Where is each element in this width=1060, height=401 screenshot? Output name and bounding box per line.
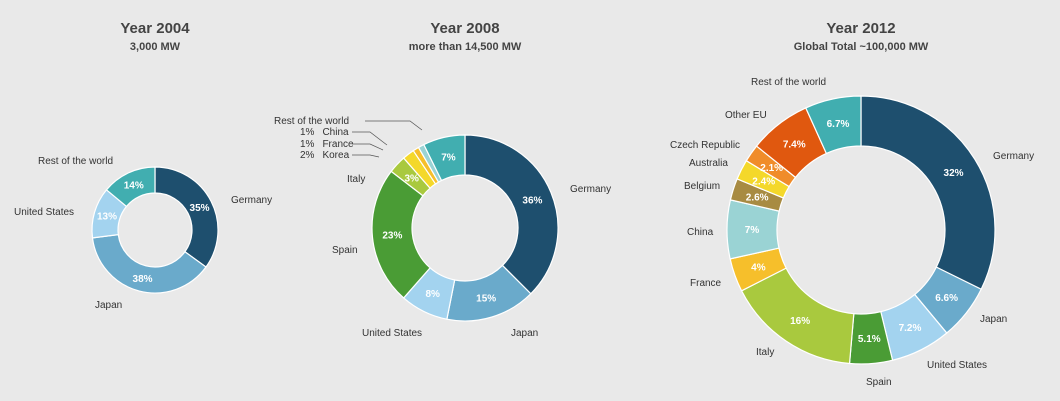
chart-2008-subtitle: more than 14,500 MW: [408, 41, 522, 53]
slice-korea-leader-line: [352, 154, 380, 158]
slice-rest-of-the-world: [804, 95, 862, 155]
slice-united-states-category-label: United States: [14, 207, 74, 218]
chart-2008-title: Year 2008: [430, 20, 500, 37]
slice-japan: [91, 233, 207, 294]
slice-china-value-label: 1%: [300, 127, 315, 138]
slice-italy-category-label: Italy: [756, 347, 774, 358]
slice-france-name: France: [322, 139, 354, 150]
slice-czech-republic-category-label: Czech Republic: [670, 140, 740, 151]
slice-italy-value-label: 3%: [404, 174, 419, 185]
slice-japan-value-label: 38%: [133, 274, 153, 285]
donut-chart-1: 36% Germany 15% Japan 8% United States 23% Spai…: [274, 116, 611, 339]
slice-japan-value-label: 6.6%: [935, 293, 958, 304]
slice-other-eu-category-label: Other EU: [725, 110, 767, 121]
slice-other-eu-value-label: 7.4%: [783, 139, 806, 150]
slice-japan-value-label: 15%: [476, 293, 496, 304]
donut-chart-2: 32% Germany 6.6% Japan 7.2% United States 5.1%…: [670, 77, 1034, 388]
slice-rest-of-the-world-category-label: Rest of the world: [751, 77, 826, 88]
slice-france-category-label: France: [690, 278, 722, 289]
slice-belgium-category-label: Belgium: [684, 181, 720, 192]
slice-united-states-category-label: United States: [927, 360, 987, 371]
chart-2012-title: Year 2012: [826, 20, 896, 37]
slice-germany-category-label: Germany: [993, 151, 1034, 162]
slice-australia-value-label: 2.4%: [752, 176, 775, 187]
slice-germany-value-label: 36%: [522, 196, 542, 207]
slice-china-leader-line: [352, 131, 388, 146]
slice-france-leader-line: [352, 143, 384, 151]
slice-italy-category-label: Italy: [347, 174, 365, 185]
chart-2004-subtitle: 3,000 MW: [129, 41, 181, 53]
slice-japan-category-label: Japan: [511, 328, 538, 339]
slice-germany-value-label: 32%: [944, 168, 964, 179]
slice-korea-value-label: 2%: [300, 150, 315, 161]
slice-france-value-label: 1%: [300, 139, 315, 150]
slice-korea-category-label: 2% Korea: [300, 150, 350, 161]
slice-belgium-value-label: 2.6%: [746, 192, 769, 203]
slice-japan-category-label: Japan: [95, 300, 122, 311]
slice-japan-category-label: Japan: [980, 314, 1007, 325]
slice-france-value-label: 4%: [751, 262, 766, 273]
slice-korea-name: Korea: [322, 150, 349, 161]
slice-rest-of-the-world-value-label: 14%: [124, 180, 144, 191]
slice-rest-of-the-world-category-label: Rest of the world: [274, 116, 349, 127]
chart-2012-subtitle: Global Total ~100,000 MW: [793, 41, 929, 53]
slice-rest-of-the-world: [423, 134, 466, 182]
slice-china-name: China: [322, 127, 349, 138]
donut-chart-0: 35% Germany 38% Japan 13% United States 14% Res…: [14, 156, 272, 311]
slice-united-states-value-label: 7.2%: [899, 323, 922, 334]
slice-france-category-label: 1% France: [300, 139, 354, 150]
slice-germany-value-label: 35%: [190, 203, 210, 214]
slice-rest-of-the-world-leader-line: [365, 120, 423, 131]
slice-spain-value-label: 5.1%: [858, 334, 881, 345]
slice-rest-of-the-world: [105, 166, 156, 208]
slice-spain-category-label: Spain: [866, 377, 892, 388]
slice-germany: [154, 166, 219, 268]
chart-2004-title: Year 2004: [120, 20, 190, 37]
slice-germany-category-label: Germany: [231, 195, 272, 206]
slice-germany-category-label: Germany: [570, 184, 611, 195]
slice-australia-category-label: Australia: [689, 158, 728, 169]
slice-rest-of-the-world-value-label: 7%: [441, 152, 456, 163]
slice-china-value-label: 7%: [745, 225, 760, 236]
slice-germany: [860, 95, 996, 291]
slice-united-states-value-label: 8%: [425, 289, 440, 300]
slice-china-category-label: China: [687, 227, 714, 238]
slice-germany: [464, 134, 559, 295]
slice-czech-republic-value-label: 2.1%: [760, 163, 783, 174]
slice-italy-value-label: 16%: [790, 316, 810, 327]
slice-united-states-category-label: United States: [362, 328, 422, 339]
slice-rest-of-the-world-value-label: 6.7%: [827, 119, 850, 130]
slice-united-states-value-label: 13%: [97, 212, 117, 223]
slice-rest-of-the-world-category-label: Rest of the world: [38, 156, 113, 167]
slice-spain-value-label: 23%: [382, 231, 402, 242]
slice-spain-category-label: Spain: [332, 245, 358, 256]
slice-china-category-label: 1% China: [300, 127, 349, 138]
